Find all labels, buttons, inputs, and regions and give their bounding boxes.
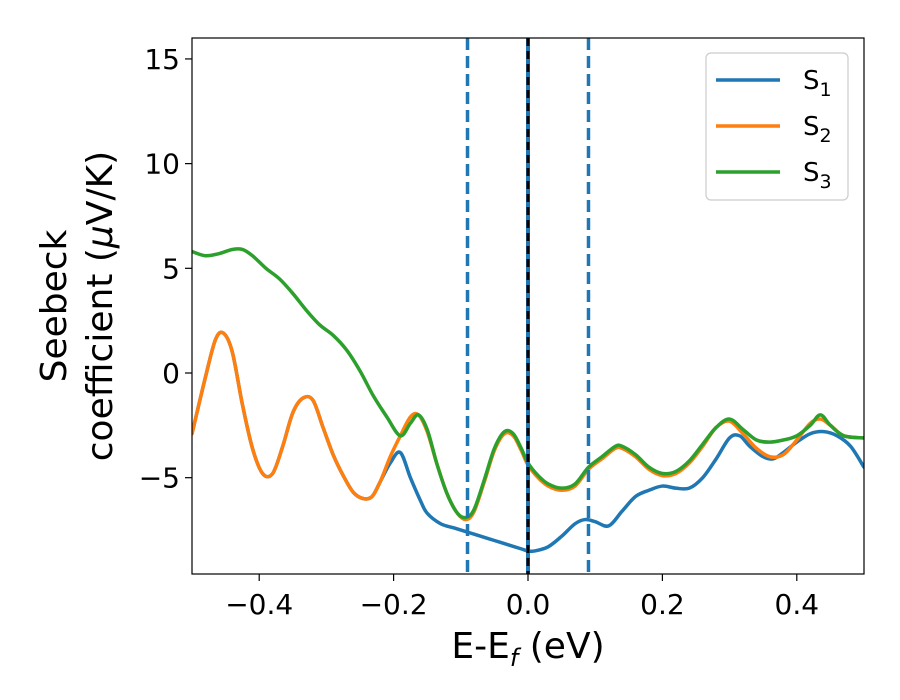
legend-items: S1 S2 S3 [716,66,832,193]
x-tick-label: 0.2 [640,588,685,621]
y-tick-label: −5 [139,462,180,495]
y-axis-label-line2: coefficient (μV/K) [80,151,121,461]
x-tick-label: −0.2 [360,588,428,621]
x-axis-label: E-Ef (eV) [451,626,604,672]
series-lines-layer [192,247,864,554]
legend-label-s1: S1 [803,66,832,101]
series-line-s3 [192,247,864,520]
legend-label-s2: S2 [803,112,832,147]
y-tick-label: 10 [144,148,180,181]
y-tick-label: 5 [162,252,180,285]
y-axis-ticks: −5 0 5 10 15 [139,43,192,495]
y-tick-label: 15 [144,43,180,76]
y-tick-label: 0 [162,357,180,390]
legend: S1 S2 S3 [705,52,849,201]
x-axis-ticks: −0.4 −0.2 0.0 0.2 0.4 [225,574,819,621]
x-tick-label: 0.0 [506,588,551,621]
x-tick-label: −0.4 [225,588,293,621]
reference-lines-layer [465,38,591,574]
x-tick-label: 0.4 [775,588,820,621]
legend-label-s3: S3 [803,158,832,193]
y-axis-label-line1: Seebeck [34,229,75,382]
